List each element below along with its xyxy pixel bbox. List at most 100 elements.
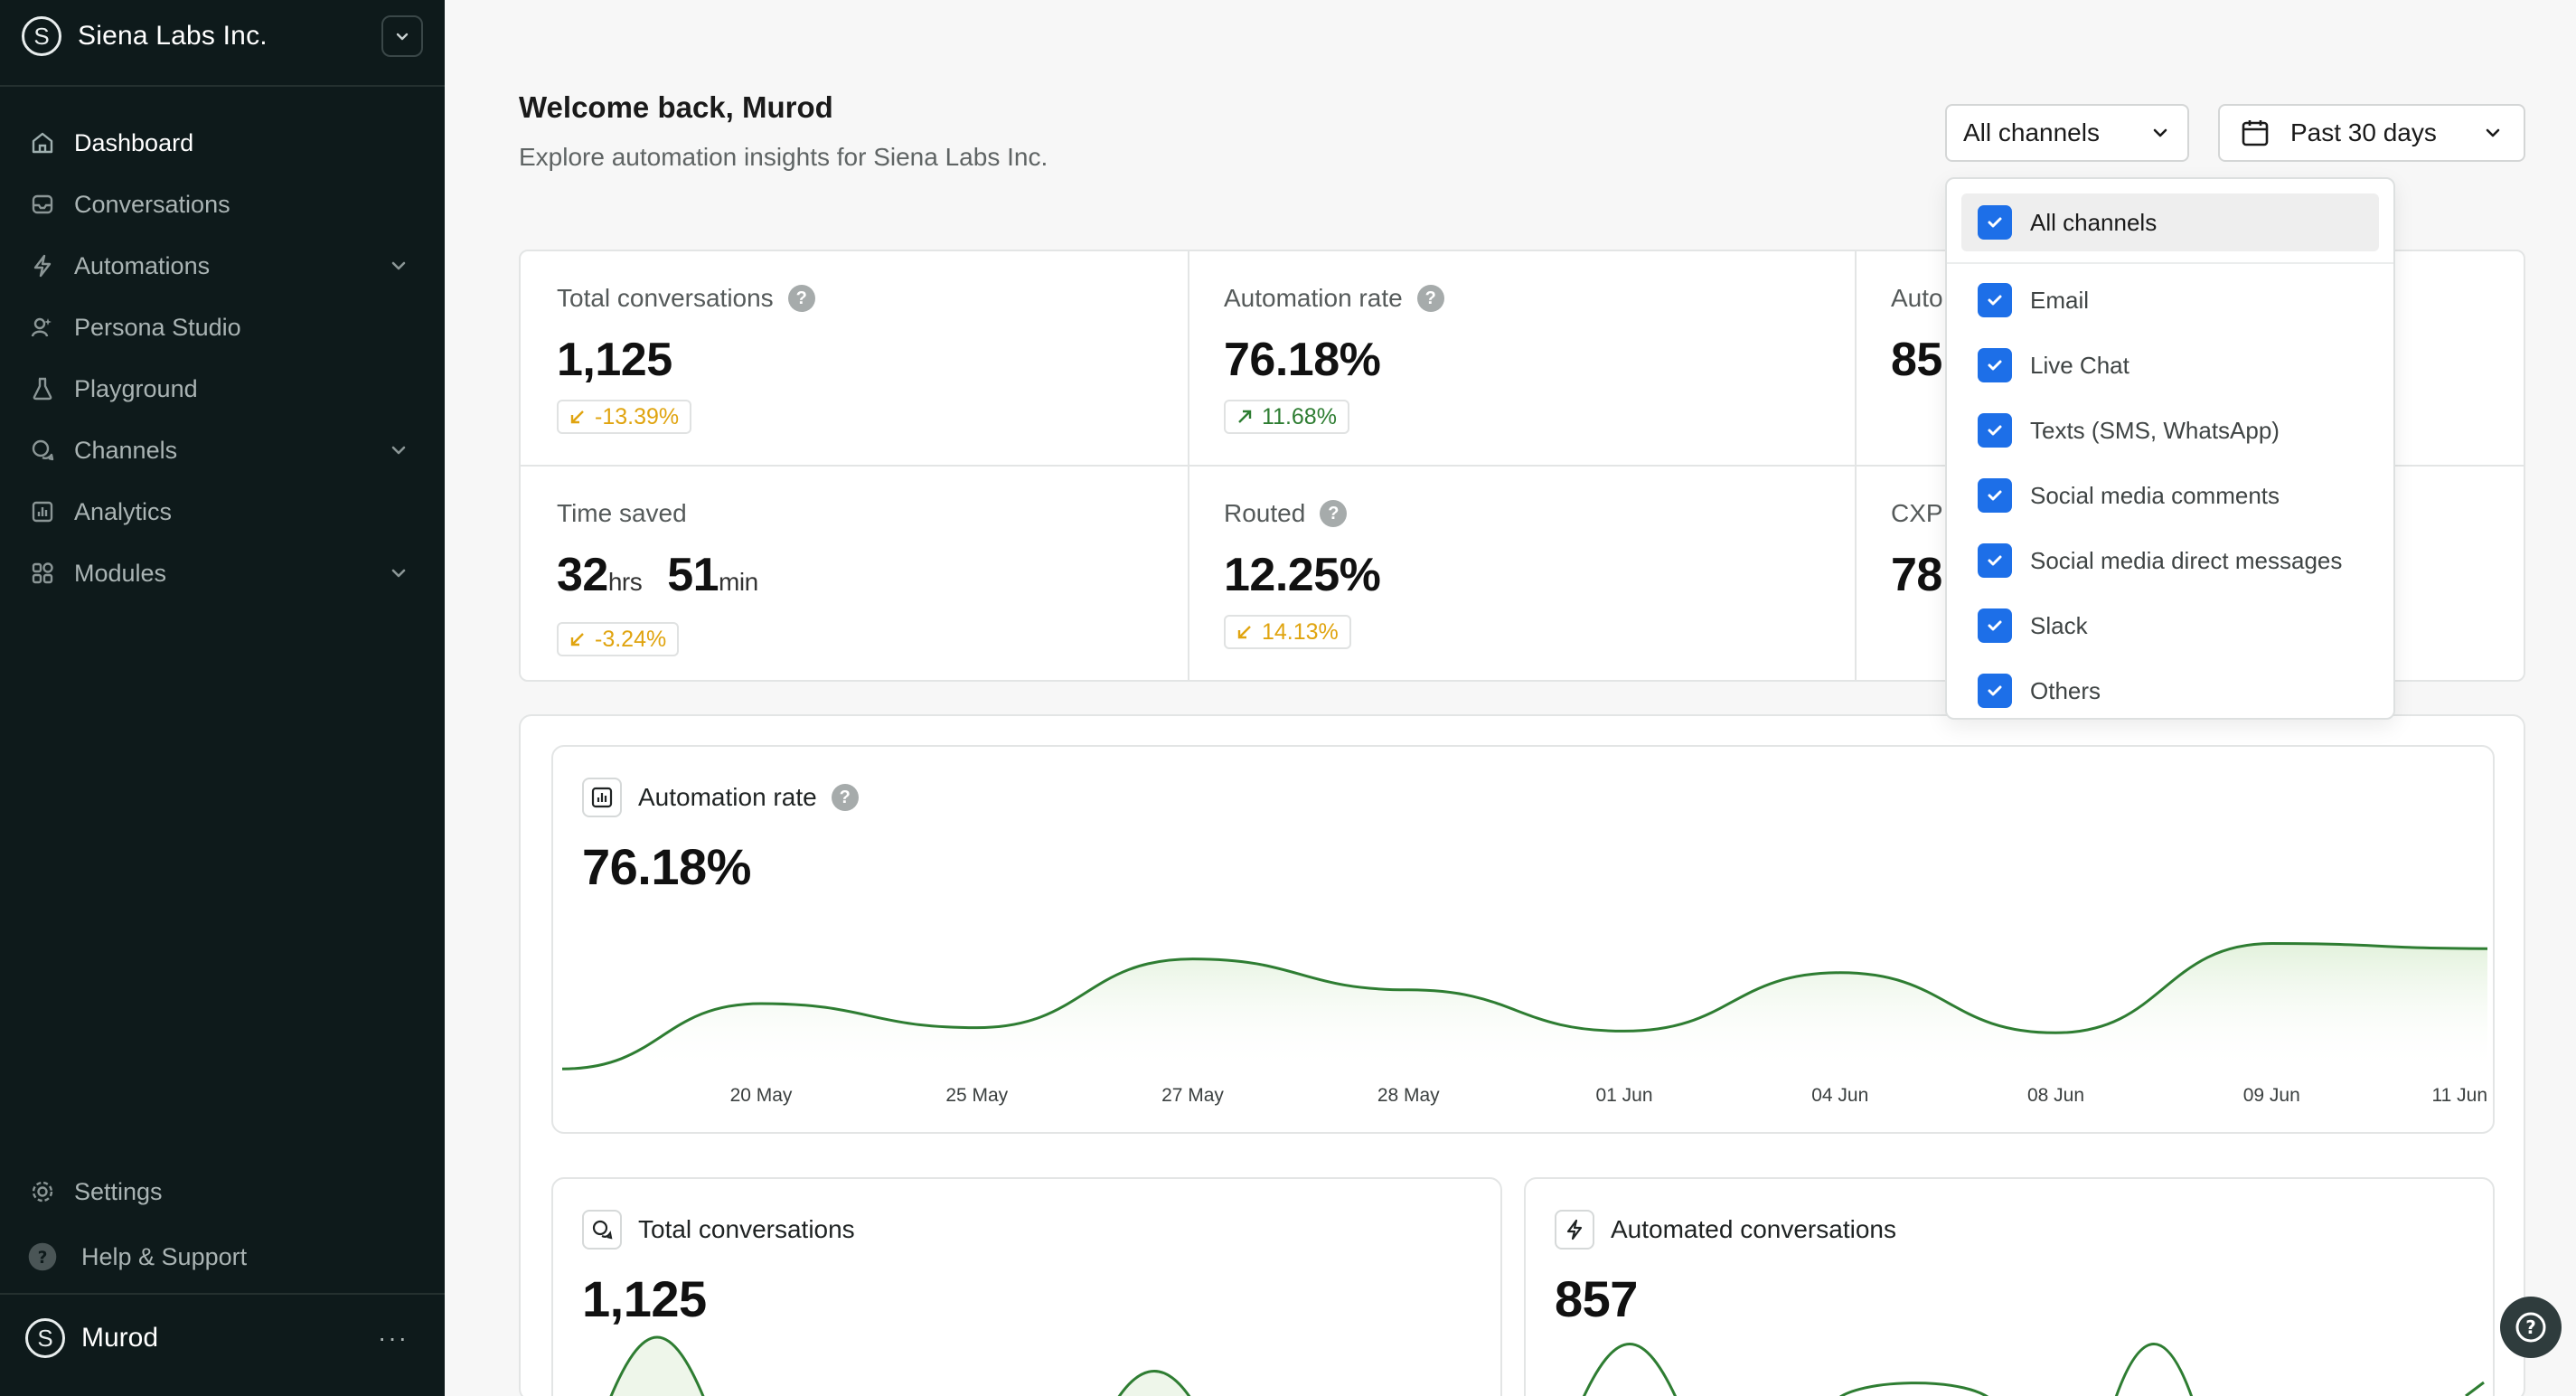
checkbox-checked-icon[interactable] — [1978, 674, 2012, 708]
stat-value: 85 — [1891, 334, 1942, 386]
change-badge: -13.39% — [557, 400, 692, 434]
dropdown-option-label: Email — [2030, 286, 2090, 314]
date-range-value: Past 30 days — [2290, 118, 2437, 146]
arrow-down-left-icon — [570, 410, 584, 424]
sidebar-item-playground[interactable]: Playground — [0, 358, 445, 420]
sidebar-item-dashboard[interactable]: Dashboard — [0, 112, 445, 174]
org-logo: S — [22, 16, 61, 56]
dropdown-option-all-channels[interactable]: All channels — [1961, 193, 2379, 251]
dropdown-option-social-dms[interactable]: Social media direct messages — [1978, 542, 2342, 579]
stat-value: 78. — [1891, 549, 1955, 601]
user-menu[interactable]: S Murod ··· — [25, 1315, 409, 1362]
svg-text:?: ? — [38, 1249, 48, 1268]
chevron-down-icon — [2153, 128, 2167, 137]
checkbox-checked-icon[interactable] — [1978, 543, 2012, 578]
x-tick-label: 01 Jun — [1595, 1085, 1652, 1106]
channel-dropdown-menu: All channels Email Live Chat Texts (SMS,… — [1945, 177, 2395, 720]
flask-icon — [27, 373, 58, 404]
help-icon[interactable]: ? — [1416, 285, 1444, 312]
stat-total-conversations: Total conversations? 1,125 -13.39% — [521, 251, 1189, 467]
sidebar-item-help[interactable]: ? Help & Support — [0, 1226, 445, 1288]
stat-value: 1,125 — [557, 334, 672, 386]
checkbox-checked-icon[interactable] — [1978, 283, 2012, 317]
stat-time-saved: Time saved 32hrs 51min -3.24% — [521, 467, 1189, 682]
stat-label-row: CXP — [1891, 499, 1943, 528]
dropdown-option-social-comments[interactable]: Social media comments — [1978, 477, 2280, 514]
sidebar-item-label: Settings — [74, 1177, 163, 1205]
checkbox-checked-icon[interactable] — [1978, 608, 2012, 643]
help-icon[interactable]: ? — [1320, 500, 1348, 527]
page-subtitle: Explore automation insights for Siena La… — [519, 143, 1048, 171]
card-title-row: Automated conversations — [1555, 1210, 1896, 1250]
sidebar: S Siena Labs Inc. Dashboard Conversation… — [0, 0, 445, 1396]
chart-icon — [582, 778, 622, 817]
dropdown-option-live-chat[interactable]: Live Chat — [1978, 347, 2129, 383]
chat-bubbles-icon — [582, 1210, 622, 1250]
x-tick-label: 08 Jun — [2027, 1085, 2084, 1106]
x-tick-label: 11 Jun — [2432, 1085, 2488, 1106]
hours-unit: hrs — [607, 568, 643, 596]
stat-label: Time saved — [557, 499, 687, 527]
sidebar-item-modules[interactable]: Modules — [0, 542, 445, 604]
series-area — [562, 943, 2487, 1072]
sidebar-item-automations[interactable]: Automations — [0, 235, 445, 297]
automated-conversations-sparkline — [1583, 1343, 2485, 1396]
dropdown-option-email[interactable]: Email — [1978, 282, 2089, 318]
help-icon[interactable]: ? — [831, 784, 859, 811]
card-value: 76.18% — [582, 838, 751, 895]
arrow-down-left-icon — [1237, 626, 1251, 639]
stat-label: Total conversations — [557, 284, 774, 312]
dropdown-option-label: Slack — [2030, 611, 2088, 639]
help-icon: ? — [2515, 1312, 2546, 1343]
sidebar-item-label: Channels — [74, 436, 178, 464]
dropdown-option-slack[interactable]: Slack — [1978, 608, 2088, 644]
dropdown-option-label: Live Chat — [2030, 351, 2129, 379]
calendar-icon — [2242, 120, 2269, 146]
chat-bubbles-icon — [27, 435, 58, 466]
sidebar-item-persona-studio[interactable]: Persona Studio — [0, 297, 445, 358]
avatar: S — [25, 1318, 65, 1358]
change-value: 11.68% — [1262, 403, 1337, 429]
sidebar-item-conversations[interactable]: Conversations — [0, 174, 445, 235]
date-range-select[interactable]: Past 30 days — [2218, 104, 2525, 162]
sidebar-item-analytics[interactable]: Analytics — [0, 481, 445, 542]
checkbox-checked-icon[interactable] — [1978, 413, 2012, 448]
more-icon[interactable]: ··· — [378, 1324, 409, 1352]
x-tick-label: 28 May — [1377, 1085, 1440, 1106]
help-icon[interactable]: ? — [787, 285, 815, 312]
help-circle-icon: ? — [27, 1241, 58, 1272]
card-title: Automation rate — [638, 783, 817, 811]
card-value: 857 — [1555, 1270, 1638, 1327]
chevron-down-icon — [391, 446, 406, 455]
dropdown-option-texts[interactable]: Texts (SMS, WhatsApp) — [1978, 412, 2280, 448]
checkbox-checked-icon[interactable] — [1978, 478, 2012, 513]
org-toggle-button[interactable] — [381, 15, 423, 57]
card-title: Total conversations — [638, 1215, 855, 1243]
org-switcher[interactable]: S Siena Labs Inc. — [22, 13, 423, 60]
dropdown-divider — [1947, 262, 2393, 264]
minutes-unit: min — [719, 568, 758, 596]
checkbox-checked-icon[interactable] — [1978, 205, 2012, 240]
dropdown-option-label: Social media direct messages — [2030, 546, 2343, 574]
channel-filter-select[interactable]: All channels — [1945, 104, 2189, 162]
sidebar-item-label: Conversations — [74, 190, 230, 218]
page-title: Welcome back, Murod — [519, 90, 833, 124]
help-chat-button[interactable]: ? — [2500, 1297, 2562, 1358]
stat-automated: Auto 85 — [1855, 251, 2524, 467]
bolt-icon — [27, 250, 58, 281]
stat-label-row: Automation rate? — [1224, 284, 1444, 313]
sidebar-item-channels[interactable]: Channels — [0, 420, 445, 481]
x-tick-label: 09 Jun — [2243, 1085, 2300, 1106]
card-title-row: Total conversations — [582, 1210, 855, 1250]
persona-icon — [27, 312, 58, 343]
stat-label: CXP — [1891, 499, 1943, 527]
change-badge: 14.13% — [1224, 615, 1351, 649]
dropdown-option-others[interactable]: Others — [1978, 673, 2101, 709]
sidebar-item-label: Persona Studio — [74, 313, 241, 341]
sidebar-item-settings[interactable]: Settings — [0, 1161, 445, 1222]
bolt-icon — [1555, 1210, 1594, 1250]
automated-conversations-card: Automated conversations 857 — [1524, 1177, 2495, 1396]
checkbox-checked-icon[interactable] — [1978, 348, 2012, 382]
sidebar-item-label: Playground — [74, 374, 198, 402]
x-tick-label: 20 May — [730, 1085, 793, 1106]
